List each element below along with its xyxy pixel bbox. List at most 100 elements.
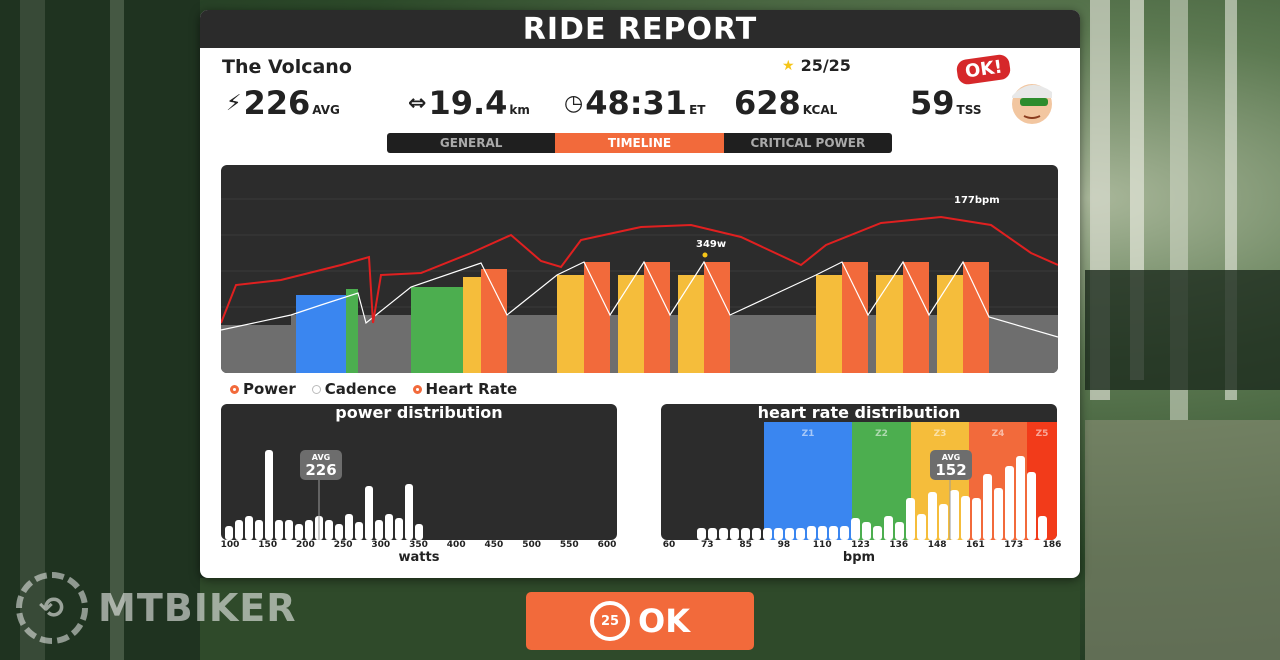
hr-zone-label-3: Z3 bbox=[934, 429, 947, 439]
power-avg-tag: AVG 226 bbox=[300, 450, 342, 480]
timeline-block-7 bbox=[481, 269, 507, 373]
power-bar-8 bbox=[305, 520, 313, 540]
timeline-block-0 bbox=[221, 325, 291, 373]
distance-stat: ⇔ 19.4 km bbox=[408, 84, 530, 122]
timeline-block-15 bbox=[678, 275, 704, 373]
hr-bar-19 bbox=[906, 498, 915, 540]
ok-button[interactable]: 25 OK bbox=[526, 592, 754, 650]
hr-tick-148: 148 bbox=[927, 540, 947, 550]
avatar-icon bbox=[1012, 84, 1052, 124]
hr-bar-3 bbox=[730, 528, 739, 540]
timeline-block-5 bbox=[411, 287, 463, 373]
heart-rate-xlabel: bpm bbox=[842, 550, 876, 565]
hr-bar-25 bbox=[972, 498, 981, 540]
power-radio-icon bbox=[230, 384, 239, 394]
hr-tick-85: 85 bbox=[739, 540, 752, 550]
hr-bar-14 bbox=[851, 518, 860, 540]
timeline-block-11 bbox=[610, 315, 618, 373]
legend-heart-rate-label: Heart Rate bbox=[425, 380, 518, 398]
hr-zone-label-2: Z2 bbox=[875, 429, 888, 439]
tab-general[interactable]: GENERAL bbox=[387, 133, 556, 153]
hr-tick-98: 98 bbox=[777, 540, 791, 550]
tab-critical-power[interactable]: CRITICAL POWER bbox=[723, 133, 892, 153]
legend-heart-rate[interactable]: Heart Rate bbox=[412, 380, 518, 398]
calories-stat: 628 KCAL bbox=[734, 84, 837, 122]
timeline-block-14 bbox=[670, 315, 678, 373]
stars-counter: ★ 25/25 bbox=[782, 56, 851, 75]
heart-rate-radio-icon bbox=[412, 384, 422, 394]
power-bar-17 bbox=[395, 518, 403, 540]
timeline-block-16 bbox=[704, 262, 730, 373]
timeline-block-26 bbox=[989, 315, 1058, 373]
hr-zone-2 bbox=[852, 422, 911, 540]
max-hr-label: 177bpm bbox=[954, 195, 1000, 206]
power-bar-10 bbox=[325, 520, 333, 540]
power-bar-19 bbox=[415, 524, 423, 540]
power-bar-2 bbox=[245, 516, 253, 540]
hr-tick-173: 173 bbox=[1004, 540, 1024, 550]
calories-unit: KCAL bbox=[802, 103, 838, 117]
calories-value: 628 bbox=[734, 84, 801, 122]
hr-bar-23 bbox=[950, 490, 959, 540]
distance-icon: ⇔ bbox=[408, 90, 427, 116]
ok-ring-icon: 25 bbox=[590, 601, 630, 641]
legend-cadence[interactable]: Cadence bbox=[311, 380, 397, 398]
power-tick-550: 550 bbox=[559, 540, 579, 550]
power-bar-12 bbox=[345, 514, 353, 540]
power-bar-18 bbox=[405, 484, 413, 540]
power-distribution-chart bbox=[221, 404, 617, 540]
hr-bar-15 bbox=[862, 522, 871, 540]
power-tick-200: 200 bbox=[295, 540, 315, 550]
hr-bar-22 bbox=[939, 504, 948, 540]
time-stat: ◷ 48:31 ET bbox=[564, 84, 705, 122]
header-title: RIDE REPORT bbox=[522, 11, 758, 47]
hr-tick-110: 110 bbox=[812, 540, 832, 550]
hr-zone-1 bbox=[764, 422, 852, 540]
timeline-block-2 bbox=[296, 295, 346, 373]
power-bar-11 bbox=[335, 524, 343, 540]
hr-bar-29 bbox=[1016, 456, 1025, 540]
hr-bar-2 bbox=[719, 528, 728, 540]
timeline-block-6 bbox=[463, 277, 481, 373]
stars-value: 25/25 bbox=[800, 56, 851, 75]
hr-bar-1 bbox=[708, 528, 717, 540]
timeline-block-22 bbox=[903, 262, 929, 373]
cadence-radio-icon bbox=[311, 384, 321, 394]
watermark-text: MTBIKER bbox=[98, 586, 297, 630]
distance-unit: km bbox=[509, 103, 530, 117]
legend-cadence-label: Cadence bbox=[324, 380, 397, 398]
lightning-icon: ⚡ bbox=[226, 90, 242, 116]
power-tick-350: 350 bbox=[409, 540, 428, 550]
max-power-label: 349w bbox=[696, 239, 726, 250]
hr-bar-16 bbox=[873, 526, 882, 540]
hr-bar-28 bbox=[1005, 466, 1014, 540]
hr-bar-4 bbox=[741, 528, 750, 540]
timeline-block-18 bbox=[816, 275, 842, 373]
timeline-legend: Power Cadence Heart Rate bbox=[230, 380, 517, 398]
report-tabs: GENERAL TIMELINE CRITICAL POWER bbox=[387, 133, 892, 153]
hr-bar-0 bbox=[697, 528, 706, 540]
legend-power-label: Power bbox=[243, 380, 296, 398]
tab-timeline[interactable]: TIMELINE bbox=[555, 133, 724, 153]
power-xlabel: watts bbox=[398, 550, 440, 565]
timeline-block-17 bbox=[730, 315, 816, 373]
power-tick-450: 450 bbox=[484, 540, 504, 550]
power-bar-7 bbox=[295, 524, 303, 540]
timeline-block-25 bbox=[963, 262, 989, 373]
power-bar-13 bbox=[355, 522, 363, 540]
hr-avg-label: AVG bbox=[941, 453, 961, 462]
hr-bar-31 bbox=[1038, 516, 1047, 540]
power-bar-1 bbox=[235, 520, 243, 540]
hr-bar-8 bbox=[785, 528, 794, 540]
power-tick-100: 100 bbox=[220, 540, 240, 550]
hr-tick-186: 186 bbox=[1042, 540, 1062, 550]
power-bar-5 bbox=[275, 520, 283, 540]
timeline-block-24 bbox=[937, 275, 963, 373]
power-avg-label: AVG bbox=[311, 453, 331, 462]
tss-value: 59 bbox=[910, 84, 955, 122]
hr-bar-12 bbox=[829, 526, 838, 540]
hr-bar-10 bbox=[807, 526, 816, 540]
hr-tick-73: 73 bbox=[701, 540, 714, 550]
hr-bar-13 bbox=[840, 526, 849, 540]
legend-power[interactable]: Power bbox=[230, 380, 296, 398]
